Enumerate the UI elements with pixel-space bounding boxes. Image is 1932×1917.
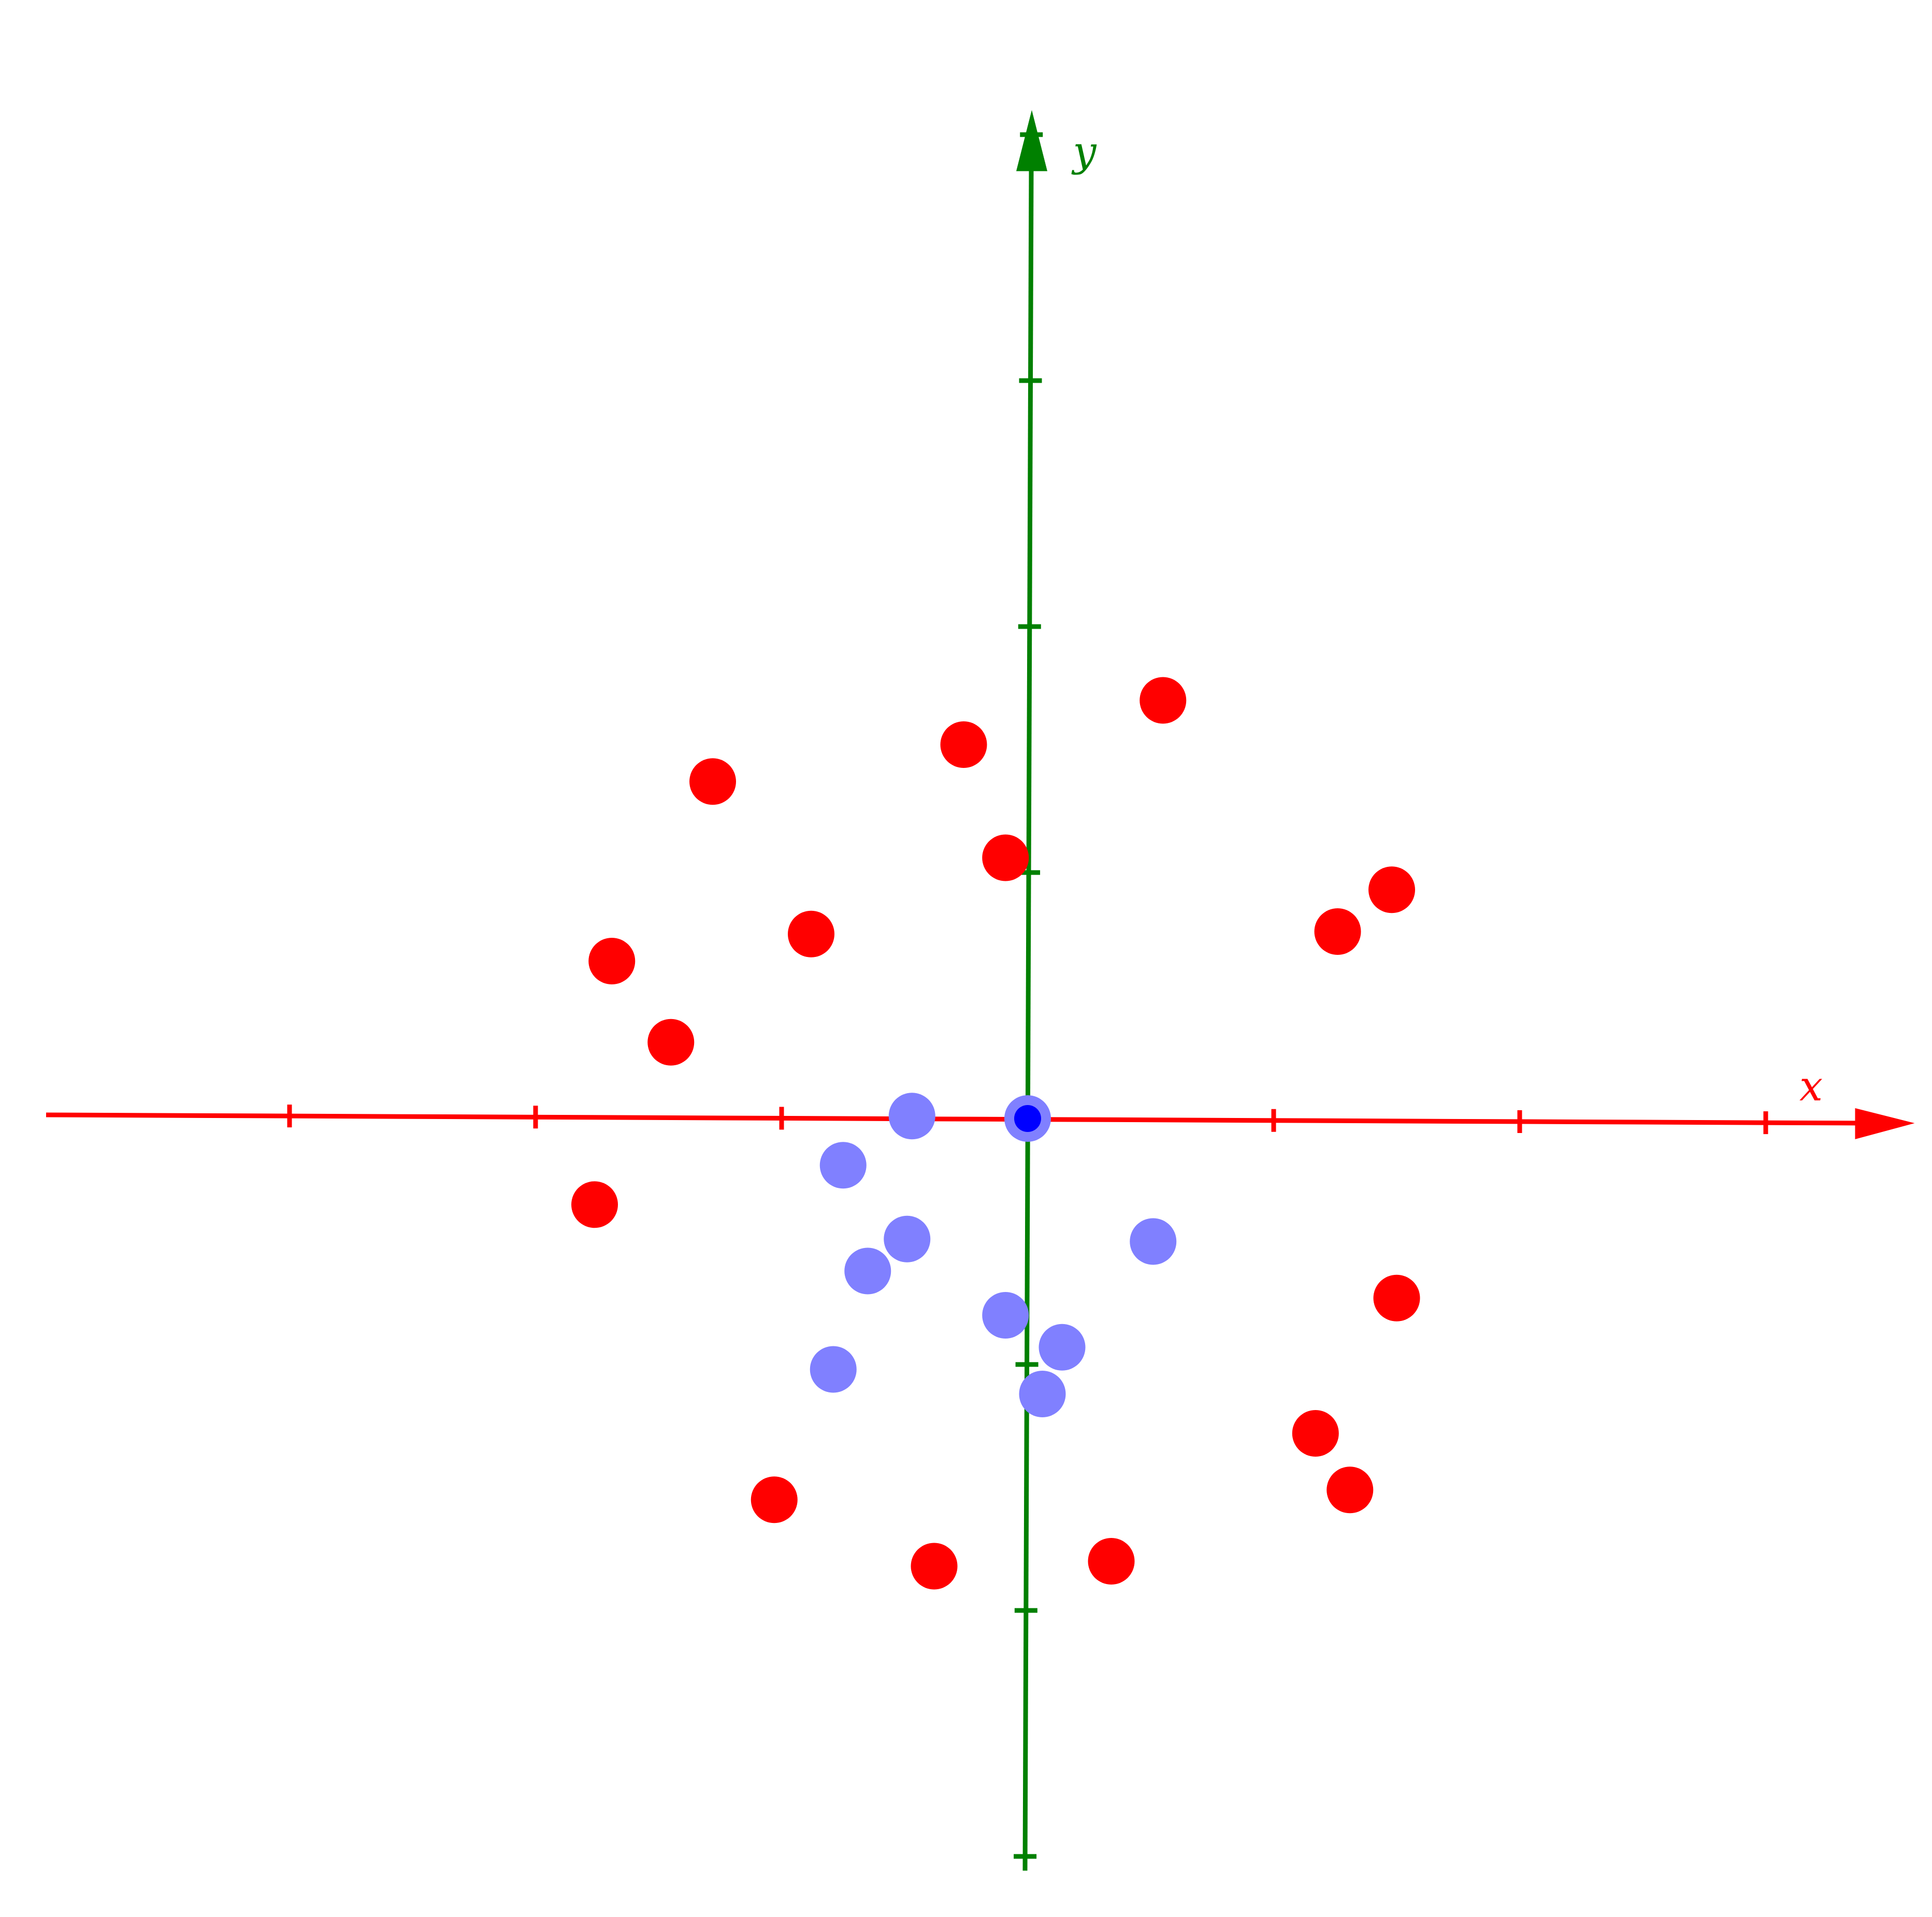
blue-point [819, 1142, 867, 1189]
red-point [1292, 1410, 1339, 1457]
red-point [788, 910, 834, 957]
y-axis-line [1022, 169, 1034, 1871]
red-point [1140, 677, 1187, 724]
blue-point [982, 1292, 1029, 1339]
red-point [1088, 1538, 1135, 1585]
red-point [588, 938, 636, 984]
y-axis-label: y [1071, 127, 1097, 176]
red-point [1368, 866, 1415, 913]
blue-point [844, 1247, 891, 1295]
red-point [571, 1181, 618, 1228]
y-axis-arrow [1016, 110, 1047, 171]
x-axis-label: x [1799, 1062, 1823, 1110]
axes [46, 110, 1915, 1871]
data-points [571, 677, 1420, 1590]
blue-point [810, 1346, 857, 1393]
blue-point [888, 1093, 935, 1140]
blue-point [1019, 1371, 1066, 1417]
red-point [911, 1543, 958, 1590]
blue-point [884, 1215, 931, 1262]
red-point [940, 721, 987, 768]
blue-point [1130, 1218, 1177, 1265]
red-point [1314, 908, 1361, 955]
x-axis-line [46, 1112, 1866, 1126]
red-point [1373, 1274, 1420, 1321]
red-point [982, 834, 1029, 881]
red-point [689, 758, 736, 805]
red-point [647, 1019, 695, 1066]
blue-point [1039, 1324, 1086, 1371]
origin-point [1014, 1105, 1041, 1132]
red-point [1327, 1466, 1374, 1514]
x-axis-arrow [1855, 1108, 1915, 1139]
red-point [751, 1476, 798, 1523]
